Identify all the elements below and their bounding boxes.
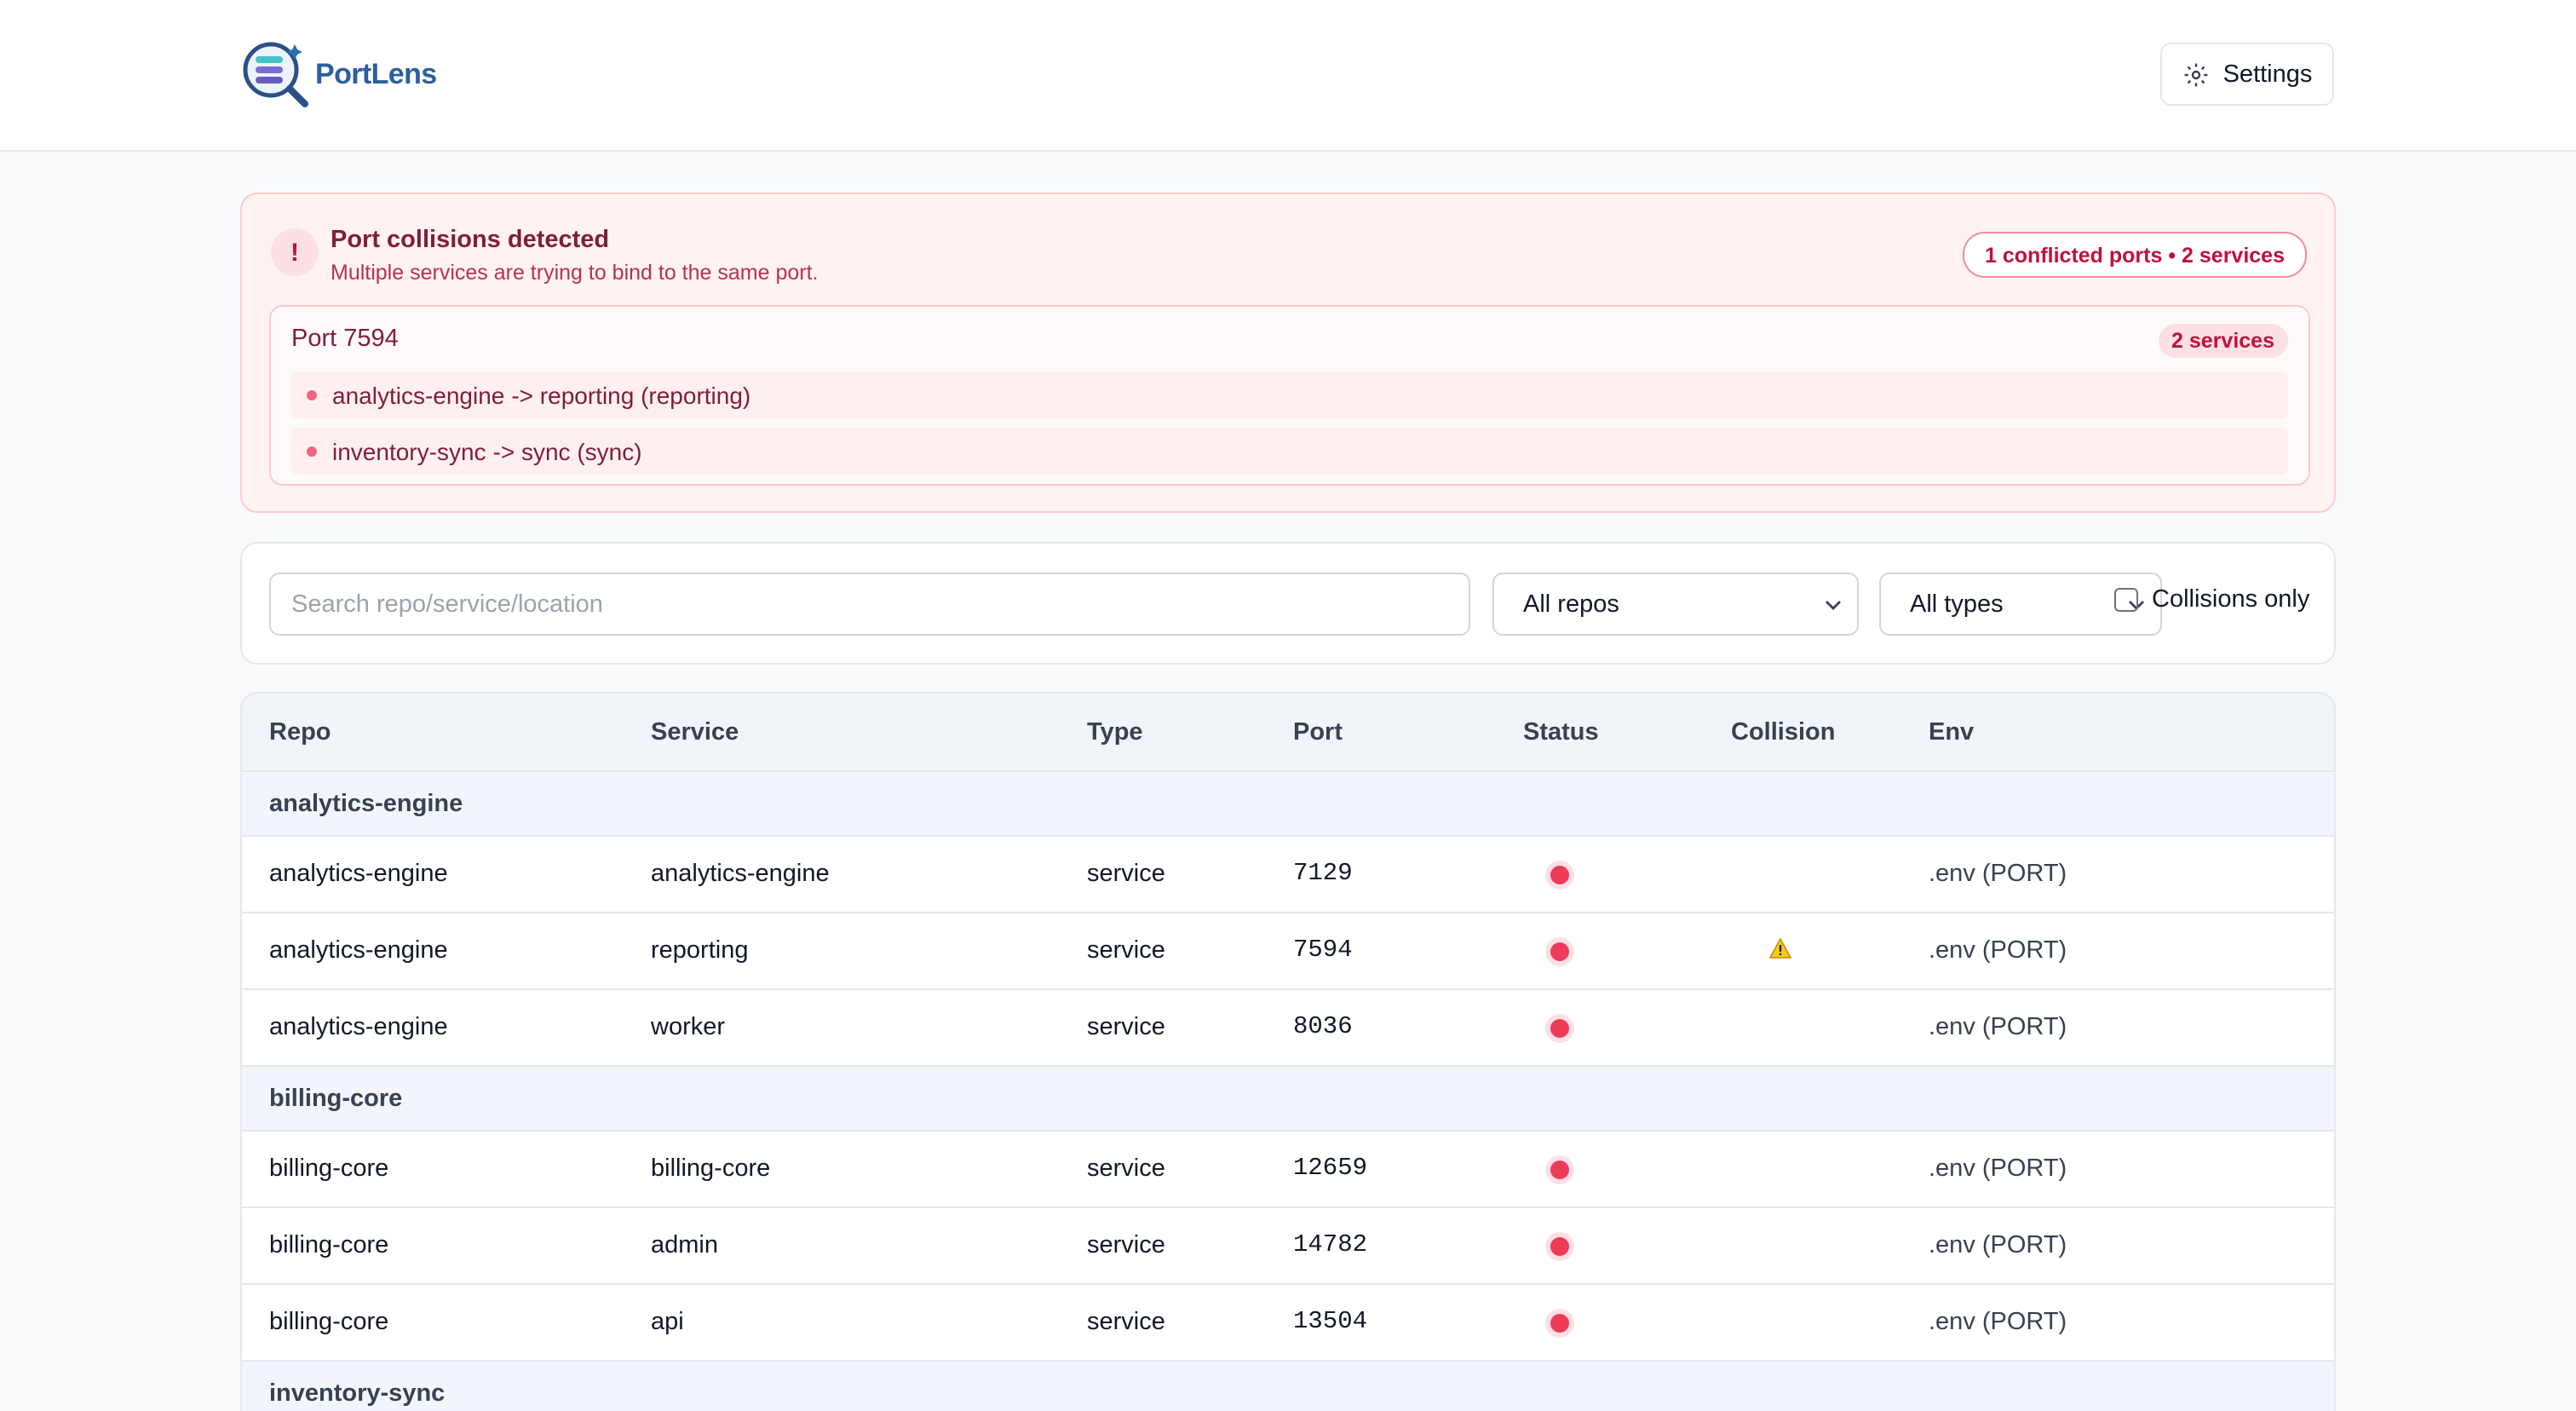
status-dot — [1550, 865, 1569, 884]
type-cell: service — [1087, 861, 1165, 888]
table-row[interactable]: billing-core admin service 14782 .env (PORT) — [242, 1208, 2334, 1285]
service-cell: admin — [651, 1232, 718, 1259]
repo-select-value: All repos — [1523, 590, 1619, 618]
gear-icon — [2184, 62, 2207, 86]
status-cell — [1523, 1236, 1731, 1255]
alert-icon: ! — [271, 228, 319, 276]
repo-cell: billing-core — [269, 1309, 389, 1336]
port-cell: 8036 — [1293, 1014, 1353, 1041]
bullet — [307, 390, 317, 400]
type-cell: service — [1087, 937, 1165, 965]
logo-icon — [243, 42, 308, 107]
table-row[interactable]: analytics-engine analytics-engine service 7… — [242, 837, 2334, 913]
status-cell — [1523, 1160, 1731, 1178]
table-row[interactable]: analytics-engine worker service 8036 .env (P… — [242, 990, 2334, 1067]
type-cell: service — [1087, 1309, 1165, 1336]
status-dot — [1550, 942, 1569, 960]
repo-cell: billing-core — [269, 1155, 389, 1183]
repo-select[interactable]: All repos — [1492, 573, 1859, 636]
type-cell: service — [1087, 1014, 1165, 1041]
alert-title: Port collisions detected — [331, 227, 610, 254]
alert-subtitle: Multiple services are trying to bind to … — [331, 261, 819, 285]
logo[interactable]: PortLens — [240, 39, 437, 111]
warning-icon — [1768, 936, 1792, 958]
column-header: Repo — [269, 718, 331, 746]
collisions-only-label: Collisions only — [2152, 586, 2310, 613]
table-row[interactable]: billing-core billing-core service 12659 .env… — [242, 1132, 2334, 1208]
status-cell — [1523, 865, 1731, 884]
group-header: billing-core — [242, 1067, 2334, 1132]
repo-cell: analytics-engine — [269, 937, 448, 965]
collision-item: analytics-engine -> reporting (reporting) — [291, 371, 2288, 419]
port-cell: 12659 — [1293, 1155, 1368, 1183]
column-header: Type — [1087, 718, 1143, 746]
status-dot — [1550, 1018, 1569, 1037]
column-header: Status — [1523, 718, 1599, 746]
service-cell: analytics-engine — [651, 861, 830, 888]
repo-cell: analytics-engine — [269, 861, 448, 888]
service-cell: billing-core — [651, 1155, 771, 1183]
env-cell: .env (PORT) — [1929, 1155, 2067, 1183]
collision-port: Port 7594 — [291, 325, 399, 353]
port-cell: 7594 — [1293, 937, 1353, 965]
table-row[interactable]: billing-core api service 13504 .env (PORT) — [242, 1285, 2334, 1362]
alert-badge: 1 conflicted ports • 2 services — [1963, 232, 2307, 278]
repo-cell: billing-core — [269, 1232, 389, 1259]
service-cell: reporting — [651, 937, 749, 965]
ports-table: Repo Service Type Port Status Collision Env ana… — [240, 692, 2336, 1411]
env-cell: .env (PORT) — [1929, 1014, 2067, 1041]
search-placeholder: Search repo/service/location — [291, 590, 603, 618]
service-cell: api — [651, 1309, 684, 1336]
chevron — [1826, 601, 1841, 610]
collision-target: -> sync (sync) — [492, 438, 642, 465]
header: PortLens Settings — [0, 0, 2576, 152]
env-cell: .env (PORT) — [1929, 937, 2067, 965]
status-dot — [1550, 1313, 1569, 1332]
settings-label: Settings — [2222, 60, 2313, 88]
column-header: Service — [651, 718, 739, 746]
collision-repo: analytics-engine — [332, 382, 505, 409]
collision-cell — [1731, 936, 1929, 965]
filters: Search repo/service/location All repos A… — [240, 542, 2336, 665]
status-dot — [1550, 1236, 1569, 1255]
type-cell: service — [1087, 1155, 1165, 1183]
column-header: Collision — [1731, 718, 1836, 746]
collision-target: -> reporting (reporting) — [511, 382, 751, 409]
collision-item: inventory-sync -> sync (sync) — [291, 428, 2288, 475]
settings-button[interactable]: Settings — [2160, 43, 2334, 106]
table-row[interactable]: analytics-engine reporting service 7594 .env… — [242, 913, 2334, 990]
table-header: Repo Service Type Port Status Collision Env — [242, 694, 2334, 772]
collision-group: Port 7594 2 services analytics-engine -> re… — [269, 305, 2310, 486]
group-header: inventory-sync — [242, 1362, 2334, 1411]
bullet — [307, 446, 317, 457]
type-select-value: All types — [1910, 590, 2004, 618]
collision-repo: inventory-sync — [332, 438, 486, 465]
collision-alert: ! Port collisions detected Multiple serv… — [240, 193, 2336, 513]
collision-count: 2 services — [2158, 324, 2288, 358]
status-cell — [1523, 1018, 1731, 1037]
status-cell — [1523, 1313, 1731, 1332]
collisions-only-toggle[interactable]: Collisions only — [2114, 586, 2309, 613]
checkbox[interactable] — [2114, 588, 2138, 612]
status-dot — [1550, 1160, 1569, 1178]
env-cell: .env (PORT) — [1929, 1232, 2067, 1259]
env-cell: .env (PORT) — [1929, 1309, 2067, 1336]
service-cell: worker — [651, 1014, 726, 1041]
column-header: Port — [1293, 718, 1343, 746]
search-input[interactable]: Search repo/service/location — [269, 573, 1470, 636]
port-cell: 7129 — [1293, 861, 1353, 888]
env-cell: .env (PORT) — [1929, 861, 2067, 888]
port-cell: 13504 — [1293, 1309, 1368, 1336]
repo-cell: analytics-engine — [269, 1014, 448, 1041]
column-header: Env — [1929, 718, 1975, 746]
status-cell — [1523, 942, 1731, 960]
logo-text: PortLens — [315, 58, 437, 90]
port-cell: 14782 — [1293, 1232, 1368, 1259]
group-header: analytics-engine — [242, 772, 2334, 837]
type-cell: service — [1087, 1232, 1165, 1259]
